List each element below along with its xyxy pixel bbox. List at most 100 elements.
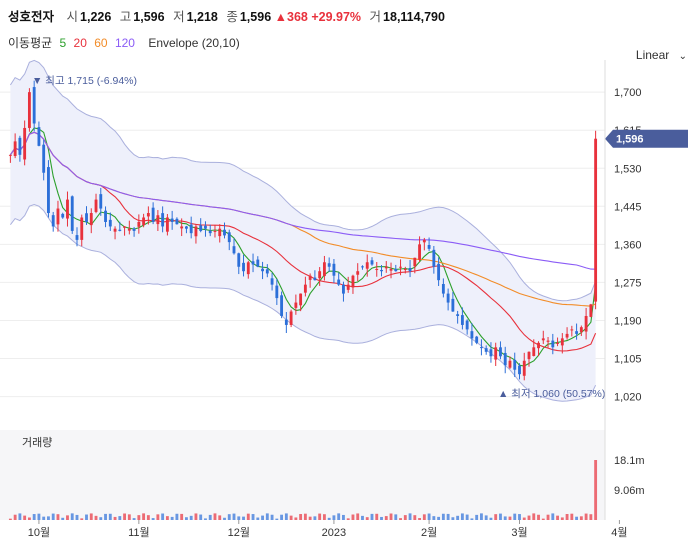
volume-bar <box>180 513 184 520</box>
moving-average-lines <box>9 127 597 367</box>
candle-body <box>137 221 141 227</box>
x-tick-label: 4월 <box>611 526 627 539</box>
volume-tick-label: 18.1m <box>614 455 645 467</box>
volume-bar <box>594 460 598 520</box>
candle-body <box>532 347 536 356</box>
volume-bar <box>204 518 207 520</box>
volume-bar <box>137 515 141 520</box>
x-tick-label: 3월 <box>511 526 527 539</box>
y-tick-label: 1,445 <box>614 201 642 213</box>
candle-body <box>70 196 74 231</box>
candle-body <box>227 232 231 243</box>
volume-label: 거 <box>369 10 382 24</box>
close-label: 종 <box>226 10 238 24</box>
volume-bar <box>351 514 355 520</box>
candle-body <box>218 228 222 237</box>
candle-body <box>194 226 198 237</box>
candle-body <box>151 207 155 222</box>
candle-body <box>470 331 474 339</box>
candle-body <box>427 244 431 249</box>
candle-body <box>460 315 464 325</box>
change-pct: +29.97% <box>311 10 362 24</box>
candle-body <box>47 167 50 214</box>
ma-5: 5 <box>59 36 67 50</box>
candle-body <box>489 349 493 357</box>
candle-body <box>384 266 388 269</box>
volume-bar <box>403 515 407 520</box>
ma-60: 60 <box>94 36 108 50</box>
candle-body <box>189 224 193 234</box>
candle-body <box>256 259 260 267</box>
candle-body <box>337 279 341 285</box>
volume-bar <box>47 516 50 520</box>
volume-bar <box>337 513 341 520</box>
volume-bar <box>280 514 284 520</box>
low-annotation: ▲ 최저 1,060 (50.57%) <box>498 388 605 400</box>
candle-body <box>156 215 160 225</box>
candle-body <box>27 92 31 128</box>
candle-body <box>565 333 569 338</box>
volume-bar <box>522 517 526 520</box>
volume-bar <box>365 517 369 520</box>
volume-bar <box>8 518 12 520</box>
change-value: ▲368 <box>274 10 308 24</box>
candle-body <box>223 229 226 236</box>
candle-body <box>370 260 374 265</box>
volume-bar <box>361 515 364 520</box>
volume-bar <box>146 515 150 520</box>
ma-legend[interactable]: 이동평균 5 20 60 120 Envelope (20,10) <box>8 34 244 51</box>
candle-body <box>475 336 479 343</box>
candle-body <box>204 225 207 229</box>
volume-pane-bg <box>0 430 605 520</box>
volume-bar <box>232 513 236 520</box>
volume-value: 18,114,790 <box>383 10 445 24</box>
y-tick-label: 1,530 <box>614 163 642 175</box>
candle-body <box>146 213 150 217</box>
candle-body <box>579 327 583 333</box>
candle-body <box>275 285 279 299</box>
candle-body <box>351 275 355 288</box>
envelope-upper <box>9 59 597 302</box>
volume-bar <box>475 514 479 520</box>
volume-bar <box>499 513 502 520</box>
candle-body <box>346 284 350 290</box>
volume-tick-label: 9.06m <box>614 485 645 497</box>
volume-bar <box>494 514 498 520</box>
scale-mode-dropdown[interactable]: Linear ⌄ <box>636 48 687 62</box>
candle-body <box>513 359 517 370</box>
volume-bar <box>589 514 593 520</box>
ma-20-line <box>9 131 597 352</box>
volume-bar <box>242 516 245 520</box>
volume-bar <box>460 513 464 520</box>
volume-bar <box>441 513 445 520</box>
volume-bar <box>23 515 27 520</box>
volume-bar <box>527 515 531 520</box>
candle-body <box>127 228 131 231</box>
candle-body <box>32 87 36 124</box>
volume-bar <box>318 513 322 520</box>
volume-bar <box>342 514 345 520</box>
scale-mode-label: Linear <box>635 48 670 62</box>
volume-bar <box>556 515 559 520</box>
candle-body <box>270 278 274 285</box>
candle-body <box>361 266 364 268</box>
volume-bar <box>394 514 398 520</box>
candle-body <box>104 210 107 222</box>
candle-body <box>327 263 331 267</box>
volume-bar <box>308 516 312 520</box>
candle-body <box>108 219 112 227</box>
volume-bar <box>75 514 79 520</box>
close-value: 1,596 <box>239 10 272 24</box>
candle-body <box>56 208 60 225</box>
volume-bar <box>322 514 326 520</box>
volume-bar <box>261 515 264 520</box>
volume-bar <box>446 513 450 520</box>
current-price-tag <box>605 129 688 148</box>
volume-bar <box>313 516 317 520</box>
candle-body <box>584 315 588 332</box>
candle-body <box>123 226 126 228</box>
candle-body <box>575 331 579 334</box>
low-label: 저 <box>173 10 185 24</box>
volume-bar <box>384 516 388 520</box>
